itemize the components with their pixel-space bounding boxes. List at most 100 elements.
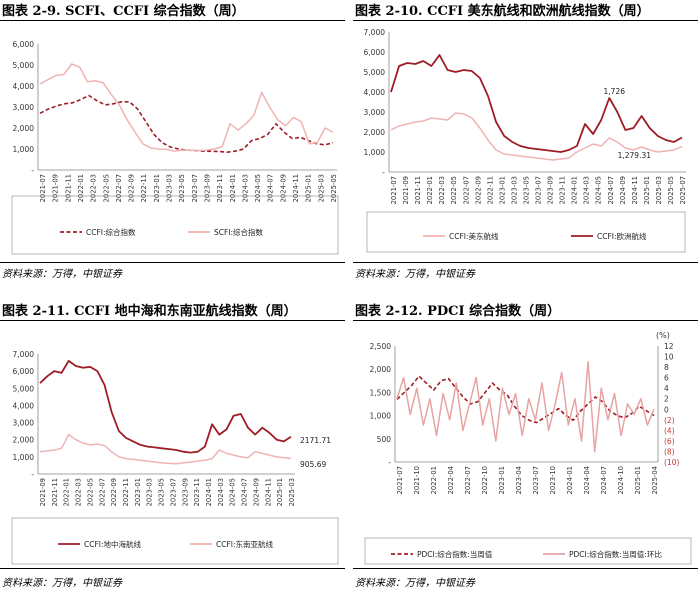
x-tick-label: 2023-09 xyxy=(203,174,211,202)
x-tick-label: 2022-10 xyxy=(481,466,489,494)
x-tick-label: 2025-01 xyxy=(634,466,642,494)
x-tick-label: 2023-01 xyxy=(153,174,161,202)
x-tick-label: 2021-09 xyxy=(39,478,47,506)
series-line xyxy=(39,433,292,465)
chart-title: 图表 2-11. CCFI 地中海和东南亚航线指数（周） xyxy=(2,304,297,319)
y-tick-label: 2,000 xyxy=(13,436,35,445)
x-tick-label: 2024-04 xyxy=(583,466,591,494)
legend-box xyxy=(366,211,686,253)
x-tick-label: 2023-09 xyxy=(547,176,555,204)
x-tick-label: 2024-01 xyxy=(229,174,237,202)
x-tick-label: 2023-11 xyxy=(559,176,567,204)
y-tick-label: - xyxy=(388,458,391,467)
x-tick-label: 2021-10 xyxy=(413,466,421,494)
x-tick-label: 2023-07 xyxy=(191,174,199,202)
x-tick-label: 2025-01 xyxy=(276,478,284,506)
x-tick-label: 2024-05 xyxy=(229,478,237,506)
y-tick-label: - xyxy=(31,166,34,175)
x-tick-label: 2021-07 xyxy=(396,466,404,494)
x-tick-label: 2025-05 xyxy=(330,174,338,202)
source-note: 资料来源：万得，中银证券 xyxy=(355,269,475,280)
x-tick-label: 2023-05 xyxy=(178,174,186,202)
legend-label: SCFI:综合指数 xyxy=(214,227,264,237)
x-tick-label: 2024-01 xyxy=(566,466,574,494)
series-line xyxy=(39,63,334,152)
x-tick-label: 2024-07 xyxy=(600,466,608,494)
x-tick-label: 2022-01 xyxy=(77,174,85,202)
y2-tick-label: 6 xyxy=(664,374,669,383)
legend-label: CCFI:综合指数 xyxy=(86,227,136,237)
y-tick-label: 1,000 xyxy=(370,412,392,421)
x-tick-label: 2022-07 xyxy=(115,174,123,202)
panel-pdci: 图表 2-12. PDCI 综合指数（周） - 500 1,000 1,500 2,00… xyxy=(353,300,698,596)
x-tick-label: 2021-07 xyxy=(39,174,47,202)
x-tick-label: 2024-09 xyxy=(619,176,627,204)
x-tick-label: 2021-07 xyxy=(390,176,398,204)
x-tick-label: 2022-09 xyxy=(110,478,118,506)
x-tick-label: 2024-10 xyxy=(617,466,625,494)
legend-box xyxy=(11,517,339,565)
x-tick-label: 2023-01 xyxy=(134,478,142,506)
y2-tick-label: 0 xyxy=(664,405,669,414)
x-tick-label: 2022-01 xyxy=(426,176,434,204)
x-tick-label: 2023-03 xyxy=(146,478,154,506)
x-tick-label: 2022-03 xyxy=(75,478,83,506)
series-line xyxy=(396,361,655,453)
legend-label: PDCI:综合指数:当周值:环比 xyxy=(569,549,662,559)
x-tick-label: 2022-09 xyxy=(474,176,482,204)
x-tick-label: 2022-01 xyxy=(430,466,438,494)
y2-tick-label: 12 xyxy=(664,342,674,351)
panel-scfi-ccfi: 图表 2-9. SCFI、CCFI 综合指数（周） - 1,000 2,000 3,0… xyxy=(0,0,345,296)
title-rule xyxy=(353,20,698,21)
x-tick-label: 2025-04 xyxy=(651,466,659,494)
x-tick-label: 2024-05 xyxy=(595,176,603,204)
x-tick-label: 2023-10 xyxy=(549,466,557,494)
x-tick-label: 2021-11 xyxy=(51,478,59,506)
x-tick-label: 2025-01 xyxy=(305,174,313,202)
x-tick-label: 2023-07 xyxy=(169,478,177,506)
y-tick-label: - xyxy=(382,168,385,177)
title-rule xyxy=(0,320,345,321)
annotation-label: 905.69 xyxy=(300,460,326,469)
source-rule xyxy=(0,568,345,569)
series-line xyxy=(39,360,292,454)
y-tick-label: 6,000 xyxy=(364,48,386,57)
panel-med-sea: 图表 2-11. CCFI 地中海和东南亚航线指数（周） - 1,000 2,000… xyxy=(0,300,345,596)
x-tick-label: 2022-07 xyxy=(462,176,470,204)
y-tick-label: 5,000 xyxy=(13,61,35,70)
y-tick-label: 6,000 xyxy=(13,40,35,49)
annotation-label: 2171.71 xyxy=(300,436,331,445)
legend-label: PDCI:综合指数:当周值 xyxy=(417,549,493,559)
x-tick-label: 2022-03 xyxy=(438,176,446,204)
y-tick-label: 3,000 xyxy=(13,103,35,112)
x-tick-label: 2024-01 xyxy=(205,478,213,506)
x-tick-label: 2024-11 xyxy=(264,478,272,506)
series-line xyxy=(390,54,683,153)
legend-box xyxy=(364,537,692,565)
y-tick-label: 2,000 xyxy=(370,365,392,374)
y-tick-label: 5,000 xyxy=(364,68,386,77)
y2-tick-label: (2) xyxy=(664,416,675,425)
x-tick-label: 2025-05 xyxy=(667,176,675,204)
legend-label: CCFI:东南亚航线 xyxy=(216,539,274,549)
chart-title: 图表 2-9. SCFI、CCFI 综合指数（周） xyxy=(2,4,245,19)
x-tick-label: 2023-04 xyxy=(515,466,523,494)
x-tick-label: 2023-03 xyxy=(510,176,518,204)
y2-tick-label: (8) xyxy=(664,447,675,456)
x-tick-label: 2023-05 xyxy=(158,478,166,506)
chart-title: 图表 2-12. PDCI 综合指数（周） xyxy=(355,304,561,319)
title-rule xyxy=(353,320,698,321)
x-tick-label: 2022-04 xyxy=(447,466,455,494)
source-rule xyxy=(353,262,698,263)
x-tick-label: 2024-01 xyxy=(571,176,579,204)
x-tick-label: 2021-09 xyxy=(52,174,60,202)
x-tick-label: 2021-11 xyxy=(414,176,422,204)
y-tick-label: 1,000 xyxy=(13,453,35,462)
y-tick-label: 1,500 xyxy=(370,388,392,397)
x-tick-label: 2022-09 xyxy=(128,174,136,202)
chart-pdci: - 500 1,000 1,500 2,000 2,500 (10) (8)(6) (4)(2)… xyxy=(364,331,692,565)
y2-tick-label: (4) xyxy=(664,426,675,435)
x-tick-label: 2023-09 xyxy=(181,478,189,506)
source-rule xyxy=(353,568,698,569)
x-tick-label: 2021-11 xyxy=(64,174,72,202)
